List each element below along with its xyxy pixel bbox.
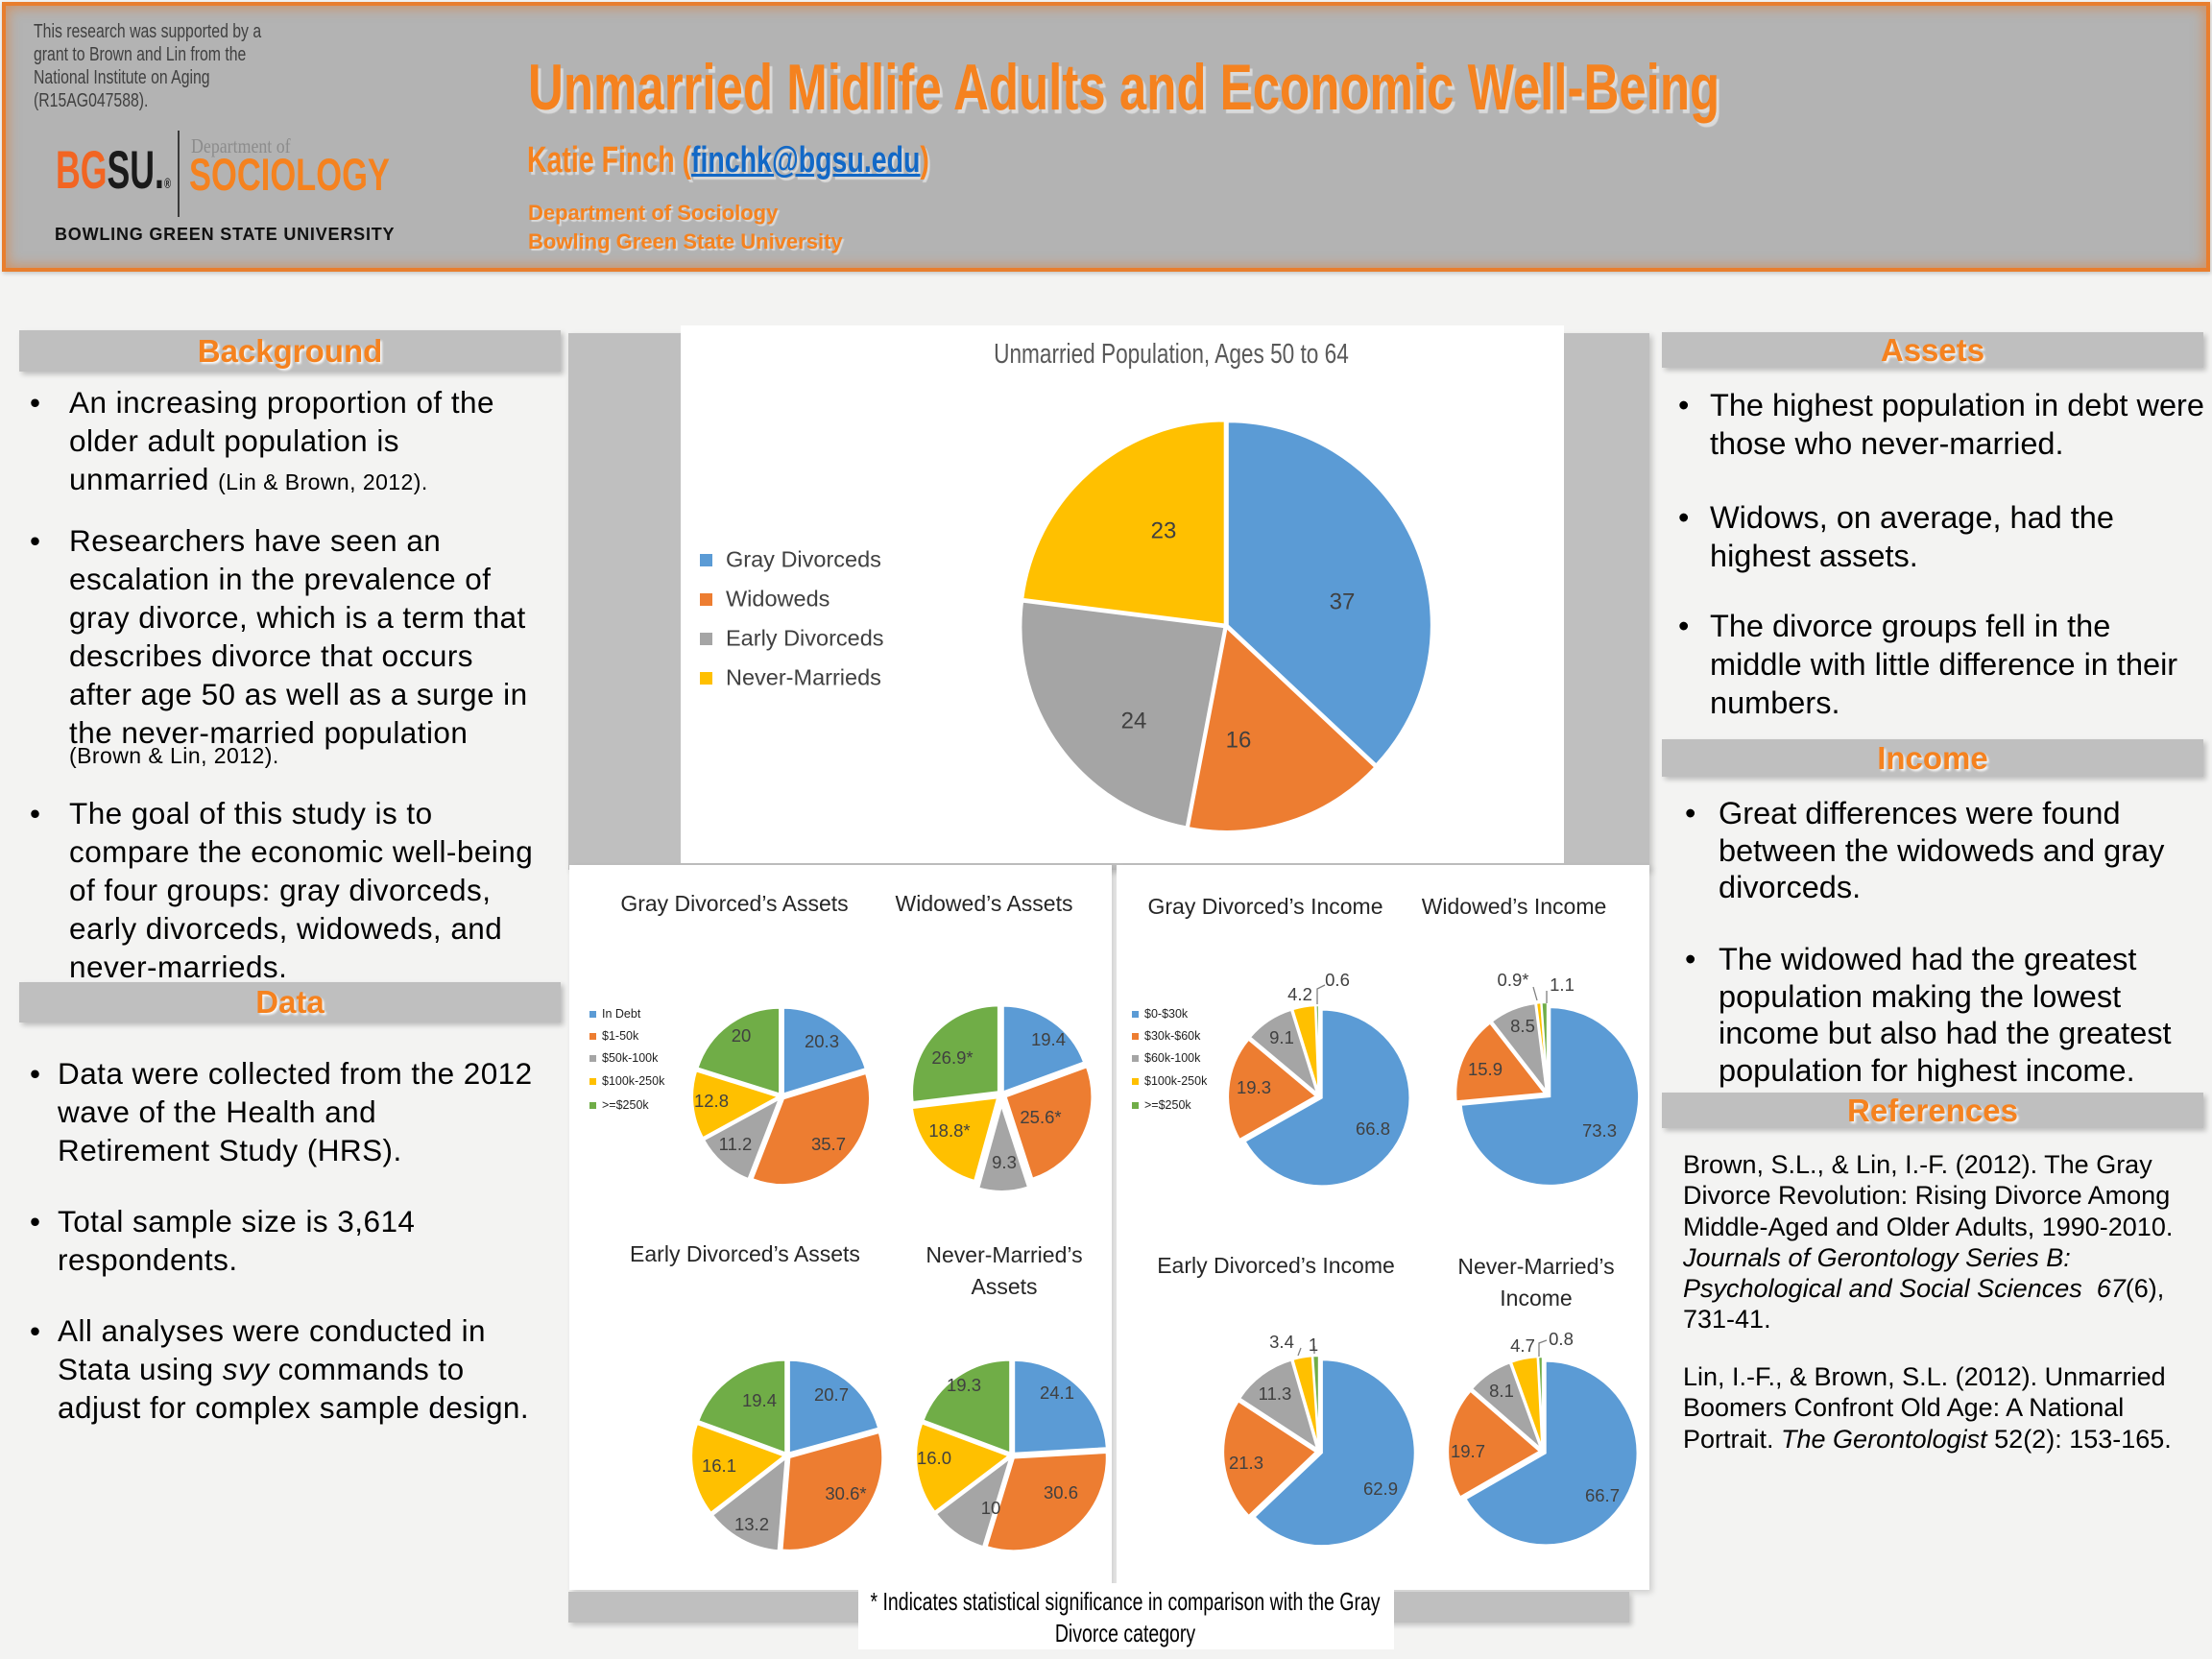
svg-text:11.2: 11.2 (719, 1134, 753, 1154)
svg-text:24: 24 (1121, 708, 1147, 733)
svg-text:9.3: 9.3 (992, 1152, 1017, 1172)
svg-text:19.4: 19.4 (742, 1390, 777, 1410)
svg-text:8.5: 8.5 (1510, 1016, 1535, 1036)
svg-text:20: 20 (732, 1025, 752, 1046)
svg-text:0.8: 0.8 (1549, 1329, 1574, 1349)
svg-text:11.3: 11.3 (1259, 1383, 1292, 1404)
svg-text:20.7: 20.7 (814, 1384, 849, 1405)
svg-text:37: 37 (1330, 589, 1356, 614)
svg-text:66.8: 66.8 (1356, 1118, 1390, 1139)
svg-text:35.7: 35.7 (811, 1134, 846, 1154)
svg-text:8.1: 8.1 (1489, 1381, 1514, 1401)
svg-text:24.1: 24.1 (1040, 1382, 1074, 1403)
svg-text:0.6: 0.6 (1325, 970, 1350, 990)
svg-text:1.1: 1.1 (1550, 974, 1575, 995)
svg-text:1: 1 (1309, 1334, 1318, 1355)
svg-text:26.9*: 26.9* (931, 1047, 973, 1068)
svg-text:25.6*: 25.6* (1020, 1107, 1061, 1127)
svg-text:18.8*: 18.8* (928, 1120, 970, 1141)
svg-text:13.2: 13.2 (734, 1514, 769, 1534)
svg-text:16.0: 16.0 (917, 1448, 951, 1468)
svg-text:19.3: 19.3 (1237, 1077, 1271, 1097)
svg-text:0.9*: 0.9* (1498, 970, 1529, 990)
svg-text:62.9: 62.9 (1363, 1479, 1398, 1499)
svg-text:15.9: 15.9 (1468, 1059, 1503, 1079)
svg-text:20.3: 20.3 (805, 1031, 839, 1051)
svg-text:3.4: 3.4 (1269, 1332, 1294, 1352)
svg-text:30.6: 30.6 (1044, 1482, 1078, 1503)
svg-text:23: 23 (1151, 517, 1177, 543)
svg-text:66.7: 66.7 (1585, 1485, 1620, 1505)
svg-text:10: 10 (981, 1498, 1001, 1518)
svg-text:21.3: 21.3 (1229, 1453, 1263, 1473)
svg-text:16.1: 16.1 (702, 1455, 736, 1476)
svg-text:9.1: 9.1 (1269, 1027, 1294, 1047)
svg-text:19.4: 19.4 (1031, 1029, 1066, 1049)
svg-text:4.7: 4.7 (1510, 1335, 1535, 1356)
svg-text:16: 16 (1226, 727, 1252, 753)
svg-text:19.3: 19.3 (947, 1375, 981, 1395)
svg-text:12.8: 12.8 (694, 1091, 729, 1111)
svg-text:19.7: 19.7 (1451, 1441, 1485, 1461)
svg-text:30.6*: 30.6* (825, 1483, 866, 1503)
svg-text:4.2: 4.2 (1287, 984, 1312, 1004)
svg-text:73.3: 73.3 (1582, 1120, 1617, 1141)
